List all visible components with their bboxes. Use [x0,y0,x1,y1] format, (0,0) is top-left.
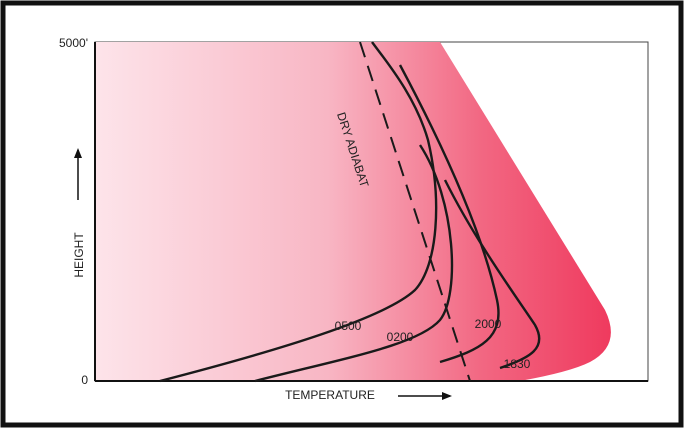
warm-region [95,42,611,381]
curve-2000 [398,64,500,364]
curve-label: 1830 [504,357,531,371]
curve-label: 0500 [335,319,362,333]
dry-adiabat-line [359,41,471,382]
y-axis-label: HEIGHT [72,232,86,278]
curve-label: 0200 [387,330,414,344]
curve-0500 [159,41,438,383]
curve-1830 [443,179,541,370]
y-tick-label: 5000' [59,36,88,50]
y-arrow-head [74,148,82,158]
x-axis-label: TEMPERATURE [285,388,375,402]
y-tick-label: 0 [81,373,88,387]
curve-0200 [254,144,454,383]
x-arrow-head [442,392,452,400]
curve-label: 2000 [475,317,502,331]
